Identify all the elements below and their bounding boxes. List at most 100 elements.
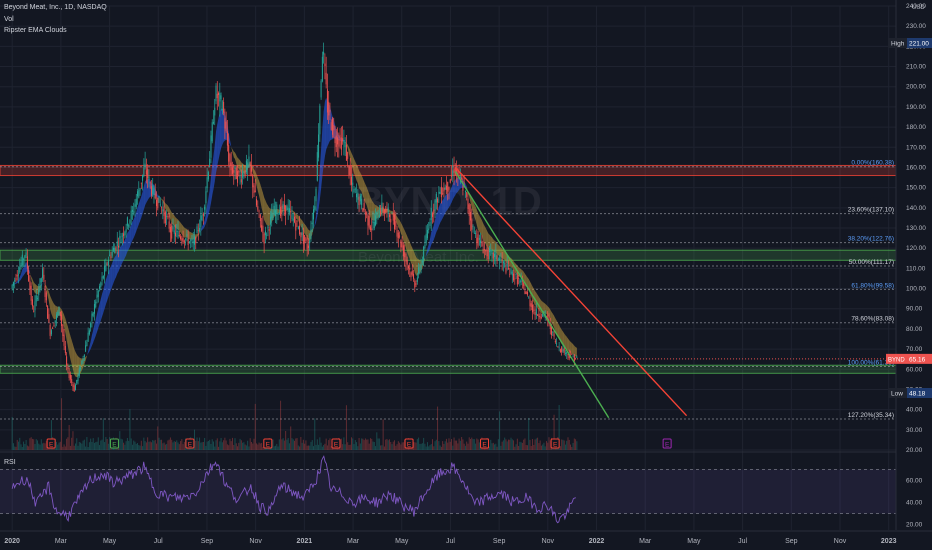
volume-bar: [286, 439, 288, 450]
ema-cloud-segment: [107, 272, 109, 301]
ema-cloud-segment: [429, 232, 432, 249]
volume-bar: [558, 405, 560, 450]
ema-cloud-segment: [138, 200, 141, 225]
volume-bar: [501, 441, 503, 450]
volume-bar: [306, 445, 308, 450]
candle-body: [69, 374, 71, 380]
candle-body: [120, 239, 122, 243]
candle-body: [228, 144, 230, 162]
ema-cloud-segment: [324, 97, 327, 157]
ema-clouds-legend[interactable]: Ripster EMA Clouds: [4, 27, 67, 34]
ema-cloud-segment: [115, 252, 118, 278]
volume-legend[interactable]: Vol: [4, 16, 14, 23]
volume-bar: [290, 426, 292, 450]
candle-body: [482, 248, 484, 254]
ema-cloud-segment: [416, 256, 418, 276]
candle-body: [48, 314, 50, 322]
ema-cloud-segment: [67, 326, 70, 354]
candle-body: [296, 220, 298, 223]
candle-body: [259, 214, 261, 221]
volume-bar: [88, 442, 90, 450]
ema-cloud-segment: [238, 158, 241, 171]
candle-body: [183, 240, 185, 243]
volume-bar: [458, 438, 460, 450]
candle-body: [35, 295, 37, 302]
volume-bar: [281, 439, 283, 450]
volume-bar: [30, 437, 32, 450]
volume-bar: [28, 446, 30, 450]
candle-body: [466, 192, 468, 197]
volume-bar: [67, 437, 69, 450]
volume-bar: [392, 441, 394, 450]
volume-bar: [423, 437, 425, 450]
ema-cloud-segment: [221, 108, 223, 149]
ema-cloud-segment: [557, 322, 560, 339]
candle-body: [219, 92, 221, 102]
ema-cloud-segment: [204, 213, 206, 227]
volume-bar: [382, 419, 384, 450]
candle-body: [101, 276, 103, 282]
candle-body: [102, 275, 104, 279]
volume-bar: [137, 443, 139, 450]
volume-bar: [563, 440, 565, 450]
ema-cloud-segment: [91, 330, 94, 346]
candle-body: [338, 139, 340, 147]
ema-cloud-segment: [364, 181, 366, 203]
ema-cloud-segment: [437, 207, 439, 230]
volume-bar: [135, 443, 137, 450]
candle-body: [396, 230, 398, 237]
volume-bar: [519, 441, 521, 450]
volume-bar: [272, 439, 274, 450]
ema-cloud-segment: [170, 209, 172, 224]
volume-bar: [25, 440, 27, 450]
candle-body: [90, 323, 92, 328]
candle-body: [511, 271, 513, 276]
candle-body: [499, 258, 501, 261]
volume-bar: [448, 438, 450, 450]
candle-body: [176, 231, 178, 232]
volume-bar: [468, 437, 470, 450]
volume-bar: [418, 437, 420, 450]
trendline-green: [454, 171, 610, 419]
volume-bar: [375, 446, 377, 450]
volume-bar: [490, 439, 492, 450]
y-tick-label: 130.00: [906, 225, 926, 232]
ema-cloud-segment: [321, 128, 323, 189]
x-tick-label: 2022: [589, 538, 605, 545]
volume-bar: [211, 439, 213, 450]
ema-cloud-segment: [161, 198, 163, 202]
y-tick-label: 20.00: [906, 447, 923, 454]
ema-cloud-segment: [53, 303, 56, 320]
symbol-legend[interactable]: Beyond Meat, Inc., 1D, NASDAQ: [4, 4, 107, 11]
volume-bar: [295, 438, 297, 450]
ema-cloud-segment: [304, 224, 306, 236]
candle-body: [62, 324, 64, 337]
volume-bar: [430, 444, 432, 450]
ema-cloud-segment: [48, 291, 51, 310]
ema-cloud-segment: [136, 207, 138, 232]
candle-body: [201, 215, 203, 221]
candle-body: [55, 314, 57, 320]
ema-cloud-segment: [66, 322, 68, 347]
candle-body: [575, 358, 577, 360]
ema-cloud-segment: [85, 355, 87, 361]
ema-cloud-segment: [409, 241, 411, 263]
volume-bar: [553, 414, 555, 450]
fib-label: 38.20%(122.76): [848, 236, 894, 243]
x-tick-label: Sep: [493, 538, 506, 545]
candle-body: [116, 241, 118, 247]
candle-body: [221, 109, 223, 110]
volume-bar: [12, 443, 14, 450]
volume-bar: [276, 443, 278, 450]
rsi-legend[interactable]: RSI: [4, 459, 16, 466]
volume-bar: [256, 443, 258, 450]
volume-bar: [92, 438, 94, 450]
volume-bar: [207, 441, 209, 450]
candle-body: [197, 230, 199, 232]
volume-bar: [570, 444, 572, 450]
volume-bar: [97, 437, 99, 450]
volume-bar: [515, 444, 517, 450]
ema-cloud-segment: [366, 187, 368, 210]
candle-body: [507, 268, 509, 270]
